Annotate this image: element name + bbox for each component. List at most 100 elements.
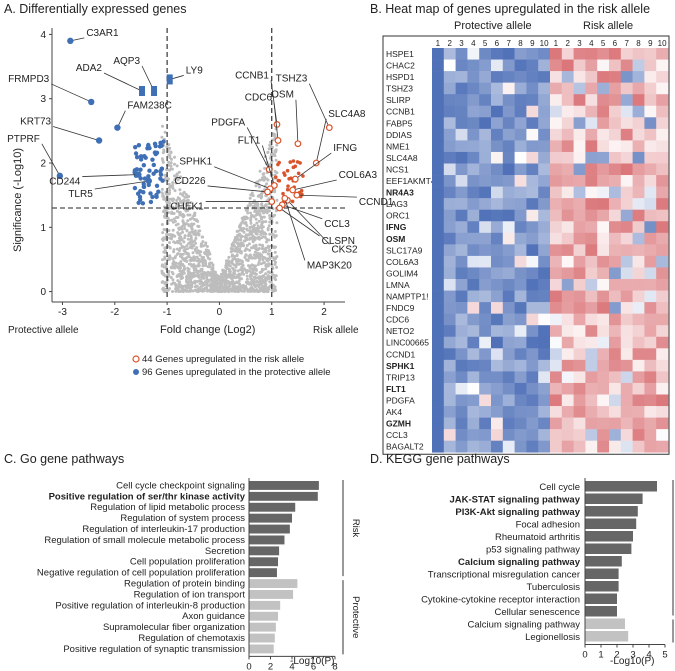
pathway-label: Transcriptional misregulation cancer: [428, 570, 580, 581]
nonsignificant-point: [167, 233, 171, 237]
heatmap-cell: [514, 348, 527, 361]
heatmap-cell: [550, 417, 563, 430]
heatmap-cell: [514, 232, 527, 245]
nonsignificant-point: [265, 240, 268, 244]
nonsignificant-point: [244, 233, 248, 237]
nonsignificant-point: [266, 244, 270, 248]
heatmap-cell: [620, 394, 633, 407]
nonsignificant-point: [165, 232, 169, 236]
heatmap-cell: [620, 255, 633, 268]
heatmap-cell: [656, 151, 669, 164]
protective-point: [161, 139, 166, 144]
heatmap-cell: [443, 117, 456, 130]
heatmap-cell: [573, 394, 586, 407]
heatmap-cell: [538, 348, 551, 361]
heatmap-cell: [550, 244, 563, 257]
heatmap-cell: [479, 371, 492, 384]
heatmap-cell: [479, 255, 492, 268]
heatmap-cell: [455, 336, 468, 349]
heatmap-cell: [514, 279, 527, 291]
nonsignificant-point: [200, 257, 204, 261]
nonsignificant-point: [198, 279, 201, 283]
heatmap-cell: [561, 232, 574, 245]
heatmap-cell: [455, 267, 468, 280]
heatmap-cell: [455, 371, 468, 384]
heatmap-cell: [561, 371, 574, 384]
heatmap-cell: [526, 59, 539, 72]
heatmap-cell: [491, 267, 504, 280]
heatmap-cell: [632, 359, 645, 372]
nonsignificant-point: [235, 289, 239, 293]
heatmap-cell: [609, 244, 622, 257]
nonsignificant-point: [252, 280, 256, 283]
nonsignificant-point: [229, 287, 233, 291]
nonsignificant-point: [253, 230, 257, 234]
protective-point-frmpd3: [88, 98, 95, 106]
heatmap-cell: [443, 232, 456, 245]
heatmap-cell: [620, 82, 633, 95]
heatmap-cell: [538, 302, 551, 314]
y-tick-label: 4: [40, 30, 46, 41]
heatmap-cell: [443, 198, 456, 210]
gene-label-fam238c: FAM238C: [127, 101, 171, 112]
nonsignificant-point: [270, 233, 274, 236]
heatmap-cell: [609, 198, 622, 210]
risk-point-clspn: [276, 204, 283, 212]
nonsignificant-point: [177, 262, 181, 266]
nonsignificant-point: [175, 252, 179, 256]
heatmap-cell: [620, 302, 633, 314]
column-label: 1: [436, 39, 441, 48]
heatmap-cell: [550, 371, 563, 384]
heatmap-cell: [597, 406, 610, 418]
nonsignificant-point: [263, 284, 267, 288]
legend-risk-label: 44 Genes upregulated in the risk allele: [142, 354, 304, 365]
nonsignificant-point: [249, 236, 253, 240]
nonsignificant-point: [163, 215, 167, 219]
nonsignificant-point: [274, 274, 278, 278]
pathway-label: Cellular senescence: [494, 607, 580, 618]
nonsignificant-point: [270, 273, 274, 277]
risk-point: [296, 171, 301, 176]
heatmap-cell: [538, 406, 551, 418]
heatmap-cell: [573, 48, 586, 60]
nonsignificant-point: [248, 196, 252, 200]
pathway-label: Cell cycle: [539, 482, 580, 493]
pathway-label: Cytokine-cytokine receptor interaction: [421, 595, 580, 606]
nonsignificant-point: [240, 259, 244, 263]
nonsignificant-point: [178, 249, 181, 253]
heatmap-cell: [632, 105, 645, 118]
heatmap-cell: [656, 82, 669, 95]
column-label: 10: [540, 39, 549, 48]
heatmap-cell: [443, 94, 456, 107]
heatmap-cell: [502, 221, 515, 234]
nonsignificant-point: [181, 213, 185, 216]
heatmap-cell: [432, 209, 445, 222]
volcano-background-points: [132, 124, 305, 294]
heatmap-cell: [561, 140, 574, 153]
protective-point: [153, 169, 159, 174]
heatmap-cell: [538, 71, 551, 83]
heatmap-cell: [432, 59, 445, 72]
nonsignificant-point: [175, 198, 179, 202]
risk-point-tshz3: [325, 124, 333, 132]
heatmap-cell: [443, 406, 456, 418]
heatmap-cell: [467, 302, 480, 314]
leader-line: [287, 200, 330, 245]
heatmap-protective-label: Protective allele: [454, 20, 532, 32]
nonsignificant-point: [169, 161, 173, 165]
heatmap-cell: [443, 371, 456, 384]
heatmap-cell: [526, 255, 539, 268]
gene-label-col6a3: COL6A3: [339, 170, 378, 181]
nonsignificant-point: [173, 162, 176, 166]
heatmap-cell: [561, 440, 574, 453]
risk-point: [285, 187, 290, 192]
protective-point: [141, 163, 147, 168]
heatmap-cell: [479, 382, 492, 395]
heatmap-cell: [585, 232, 598, 245]
heatmap-cell: [609, 105, 622, 118]
heatmap-cell: [632, 232, 645, 245]
heatmap-cell: [443, 359, 456, 372]
heatmap-cell: [609, 59, 622, 72]
protective-point: [154, 183, 160, 188]
nonsignificant-point: [197, 229, 201, 233]
